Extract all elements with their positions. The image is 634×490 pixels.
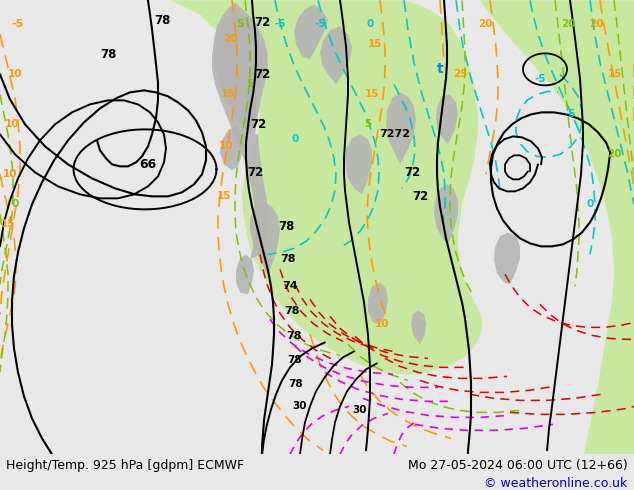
Text: 78: 78 bbox=[284, 306, 300, 317]
Text: -5: -5 bbox=[314, 20, 326, 29]
Text: 15: 15 bbox=[368, 39, 382, 49]
Polygon shape bbox=[170, 0, 482, 374]
Text: 30: 30 bbox=[353, 405, 367, 416]
Text: 72: 72 bbox=[250, 118, 266, 131]
Text: 30: 30 bbox=[293, 401, 307, 412]
Text: 78: 78 bbox=[286, 331, 302, 342]
Text: 20: 20 bbox=[607, 149, 621, 159]
Text: 78: 78 bbox=[278, 220, 294, 233]
Text: 10: 10 bbox=[219, 141, 233, 151]
Polygon shape bbox=[212, 4, 268, 259]
Text: 78: 78 bbox=[154, 14, 170, 27]
Text: 0: 0 bbox=[11, 199, 18, 209]
Text: 10: 10 bbox=[4, 120, 19, 129]
Polygon shape bbox=[368, 282, 388, 324]
Text: 7272: 7272 bbox=[380, 129, 410, 139]
Text: 5: 5 bbox=[236, 20, 243, 29]
Text: 20: 20 bbox=[223, 34, 237, 45]
Text: 15: 15 bbox=[221, 89, 235, 99]
Text: 74: 74 bbox=[282, 281, 298, 292]
Polygon shape bbox=[220, 126, 244, 171]
Text: 72: 72 bbox=[254, 68, 270, 81]
Polygon shape bbox=[213, 2, 268, 134]
Text: -5: -5 bbox=[12, 20, 24, 29]
Text: -5: -5 bbox=[275, 20, 286, 29]
Text: -5: -5 bbox=[534, 74, 546, 84]
Polygon shape bbox=[434, 184, 458, 245]
Polygon shape bbox=[494, 232, 520, 284]
Text: 15: 15 bbox=[608, 70, 622, 79]
Text: © weatheronline.co.uk: © weatheronline.co.uk bbox=[484, 477, 628, 490]
Text: 15: 15 bbox=[365, 89, 379, 99]
Text: 20: 20 bbox=[560, 20, 575, 29]
Text: 78: 78 bbox=[288, 379, 303, 390]
Text: Height/Temp. 925 hPa [gdpm] ECMWF: Height/Temp. 925 hPa [gdpm] ECMWF bbox=[6, 459, 245, 472]
Polygon shape bbox=[320, 26, 352, 84]
Text: 20: 20 bbox=[478, 20, 492, 29]
Text: 72: 72 bbox=[404, 166, 420, 179]
Text: 10: 10 bbox=[3, 170, 17, 179]
Text: 72: 72 bbox=[412, 190, 428, 203]
Text: 72: 72 bbox=[247, 166, 263, 179]
Polygon shape bbox=[236, 254, 254, 294]
Text: 20: 20 bbox=[589, 20, 603, 29]
Text: 25: 25 bbox=[453, 70, 467, 79]
Polygon shape bbox=[436, 95, 458, 145]
Text: -5: -5 bbox=[564, 109, 576, 120]
Text: 15: 15 bbox=[1, 220, 15, 229]
Polygon shape bbox=[386, 92, 416, 164]
Text: 10: 10 bbox=[375, 319, 389, 329]
Polygon shape bbox=[480, 0, 634, 454]
Text: 78: 78 bbox=[280, 254, 295, 265]
Text: 78: 78 bbox=[288, 355, 302, 366]
Text: 15: 15 bbox=[217, 192, 231, 201]
Polygon shape bbox=[250, 202, 280, 274]
Text: 5: 5 bbox=[365, 120, 372, 129]
Text: 72: 72 bbox=[254, 16, 270, 29]
Text: 0: 0 bbox=[292, 134, 299, 145]
Polygon shape bbox=[345, 134, 372, 195]
Text: 5: 5 bbox=[247, 79, 254, 89]
Polygon shape bbox=[411, 310, 426, 344]
Text: 0: 0 bbox=[366, 20, 373, 29]
Text: 0: 0 bbox=[586, 199, 593, 209]
Text: 10: 10 bbox=[8, 70, 22, 79]
Text: t: t bbox=[437, 62, 443, 76]
Text: 66: 66 bbox=[139, 158, 157, 171]
Polygon shape bbox=[294, 4, 328, 59]
Text: Mo 27-05-2024 06:00 UTC (12+66): Mo 27-05-2024 06:00 UTC (12+66) bbox=[408, 459, 628, 472]
Text: 78: 78 bbox=[100, 48, 116, 61]
